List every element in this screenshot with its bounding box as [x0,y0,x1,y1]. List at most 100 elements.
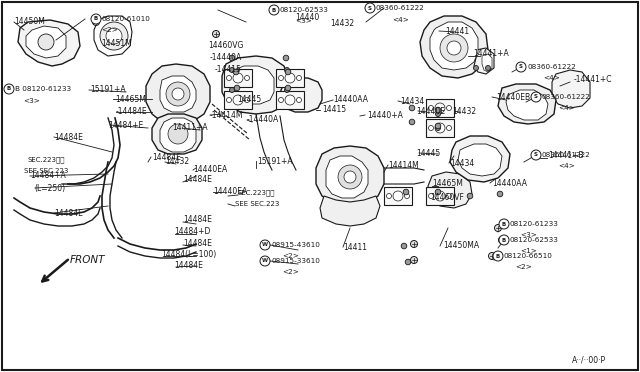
Polygon shape [430,22,478,70]
Text: 14460VG: 14460VG [208,42,243,51]
Polygon shape [160,76,196,112]
Text: 14451M: 14451M [101,39,132,48]
Bar [276,91,304,109]
Circle shape [260,256,270,266]
Circle shape [387,193,392,199]
Circle shape [100,22,128,50]
Text: 08360-61222: 08360-61222 [542,152,591,158]
Circle shape [435,125,440,131]
Polygon shape [222,56,288,114]
Text: 14484(L=100): 14484(L=100) [161,250,216,259]
Text: 14450M: 14450M [14,17,45,26]
Text: <3>: <3> [520,232,537,238]
Text: B: B [7,87,11,92]
Circle shape [229,55,235,61]
Circle shape [285,73,295,83]
Circle shape [435,112,440,116]
Text: B: B [502,237,506,243]
Circle shape [429,125,433,131]
Text: <4>: <4> [392,17,409,23]
Polygon shape [94,16,132,56]
Text: 14414M: 14414M [388,160,419,170]
Text: 14484E: 14484E [174,260,203,269]
Circle shape [285,95,295,105]
Text: 14440AA: 14440AA [492,179,527,187]
Circle shape [278,76,284,80]
Text: 14432: 14432 [165,157,189,167]
Text: 08360-61222: 08360-61222 [542,94,591,100]
Polygon shape [26,26,66,58]
Text: 08120-61010: 08120-61010 [101,16,150,22]
Circle shape [499,237,506,244]
Text: 15191+A: 15191+A [90,86,125,94]
Circle shape [230,87,234,93]
Circle shape [409,119,415,125]
Circle shape [467,193,473,199]
Circle shape [409,105,415,111]
Text: 08120-62533: 08120-62533 [280,7,329,13]
Text: SEE SEC.223: SEE SEC.223 [235,201,280,207]
Text: 14440: 14440 [295,13,319,22]
Circle shape [91,14,101,24]
Circle shape [403,189,409,195]
Circle shape [269,5,279,15]
Bar [426,99,454,117]
Text: 14450MA: 14450MA [443,241,479,250]
Text: 14484+A: 14484+A [30,171,66,180]
Circle shape [234,85,240,91]
Text: 14440EA: 14440EA [193,166,227,174]
Text: 14411+A: 14411+A [172,122,207,131]
Text: 08915-43610: 08915-43610 [271,242,320,248]
Text: 14445: 14445 [416,148,440,157]
Circle shape [497,191,503,197]
Polygon shape [506,90,548,120]
Circle shape [531,92,541,102]
Circle shape [429,193,433,199]
Circle shape [271,6,278,13]
Circle shape [260,240,270,250]
Text: 08120-66510: 08120-66510 [504,253,553,259]
Circle shape [38,34,54,50]
Text: 14440+A: 14440+A [367,110,403,119]
Circle shape [440,34,468,62]
Text: 14411: 14411 [343,243,367,251]
Text: 14460VF: 14460VF [430,192,464,202]
Bar [384,187,412,205]
Circle shape [516,62,526,72]
Text: (L=250): (L=250) [34,183,65,192]
Text: 14484E: 14484E [54,208,83,218]
Text: <2>: <2> [282,269,299,275]
Circle shape [285,69,291,75]
Text: 14484E: 14484E [183,176,212,185]
Circle shape [410,257,417,263]
Text: W: W [262,259,268,263]
Circle shape [531,150,541,160]
Text: 14440E: 14440E [416,106,445,115]
Text: <2>: <2> [282,253,299,259]
Circle shape [285,87,289,93]
Circle shape [4,84,14,94]
Text: SEC.223参照: SEC.223参照 [27,157,65,163]
Text: 14440EA: 14440EA [213,187,247,196]
Circle shape [227,76,232,80]
Circle shape [283,55,289,61]
Text: 08120-62533: 08120-62533 [510,237,559,243]
Circle shape [166,82,190,106]
Text: 08360-61222: 08360-61222 [376,5,425,11]
Text: B: B [496,253,500,259]
Circle shape [474,65,479,71]
Circle shape [93,19,99,26]
Text: 14465M: 14465M [432,179,463,187]
Text: FRONT: FRONT [70,255,106,265]
Circle shape [168,124,188,144]
Circle shape [405,259,411,265]
Text: B: B [94,16,98,22]
Circle shape [244,76,250,80]
Polygon shape [326,156,368,198]
Circle shape [493,251,503,261]
Circle shape [401,243,407,249]
Polygon shape [320,196,380,226]
Circle shape [172,88,184,100]
Text: W: W [262,243,268,247]
Circle shape [230,67,234,73]
